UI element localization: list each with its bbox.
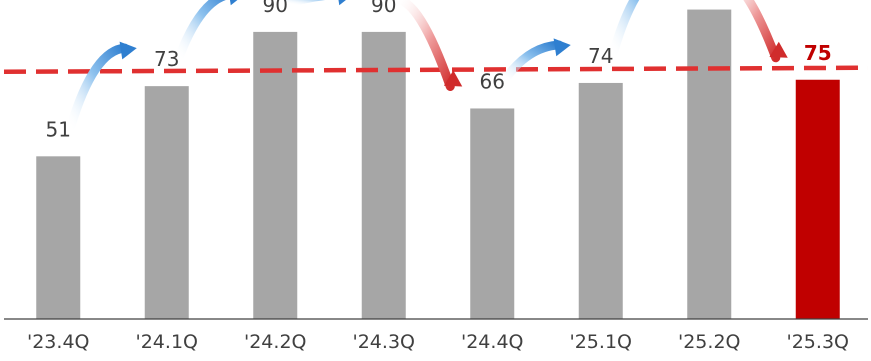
data-label-4: 66 (480, 69, 505, 93)
trend-arrow-up-2 (282, 0, 346, 9)
data-label-7: 75 (804, 41, 832, 65)
trend-arrow-up-4 (499, 38, 571, 85)
reference-line (3, 65, 869, 74)
data-label-2: 90 (263, 0, 288, 17)
x-tick-label-6: '25.2Q (678, 331, 740, 353)
bar-7 (795, 79, 840, 319)
data-label-5: 74 (588, 44, 613, 68)
x-tick-label-2: '24.2Q (244, 331, 306, 353)
trend-arrow-up-0 (65, 41, 137, 133)
data-label-1: 73 (154, 47, 179, 71)
trend-arrow-up-5 (608, 0, 640, 60)
bar-0 (36, 156, 81, 319)
bar-6 (687, 9, 732, 319)
trend-arrow-down-3 (391, 0, 463, 91)
trend-arrow-down-6 (743, 0, 788, 63)
bar-3 (361, 31, 406, 320)
data-label-3: 90 (371, 0, 396, 17)
bar-2 (253, 31, 298, 320)
x-tick-label-7: '25.3Q (787, 331, 849, 353)
data-label-0: 51 (46, 117, 71, 141)
bar-4 (470, 108, 515, 320)
x-tick-label-4: '24.4Q (461, 331, 523, 353)
x-tick-label-5: '25.1Q (570, 331, 632, 353)
x-tick-label-0: '23.4Q (27, 331, 89, 353)
bar-5 (578, 82, 623, 319)
bar-1 (144, 86, 189, 319)
x-tick-label-3: '24.3Q (353, 331, 415, 353)
x-tick-label-1: '24.1Q (136, 331, 198, 353)
trend-arrow-up-1 (174, 0, 238, 63)
